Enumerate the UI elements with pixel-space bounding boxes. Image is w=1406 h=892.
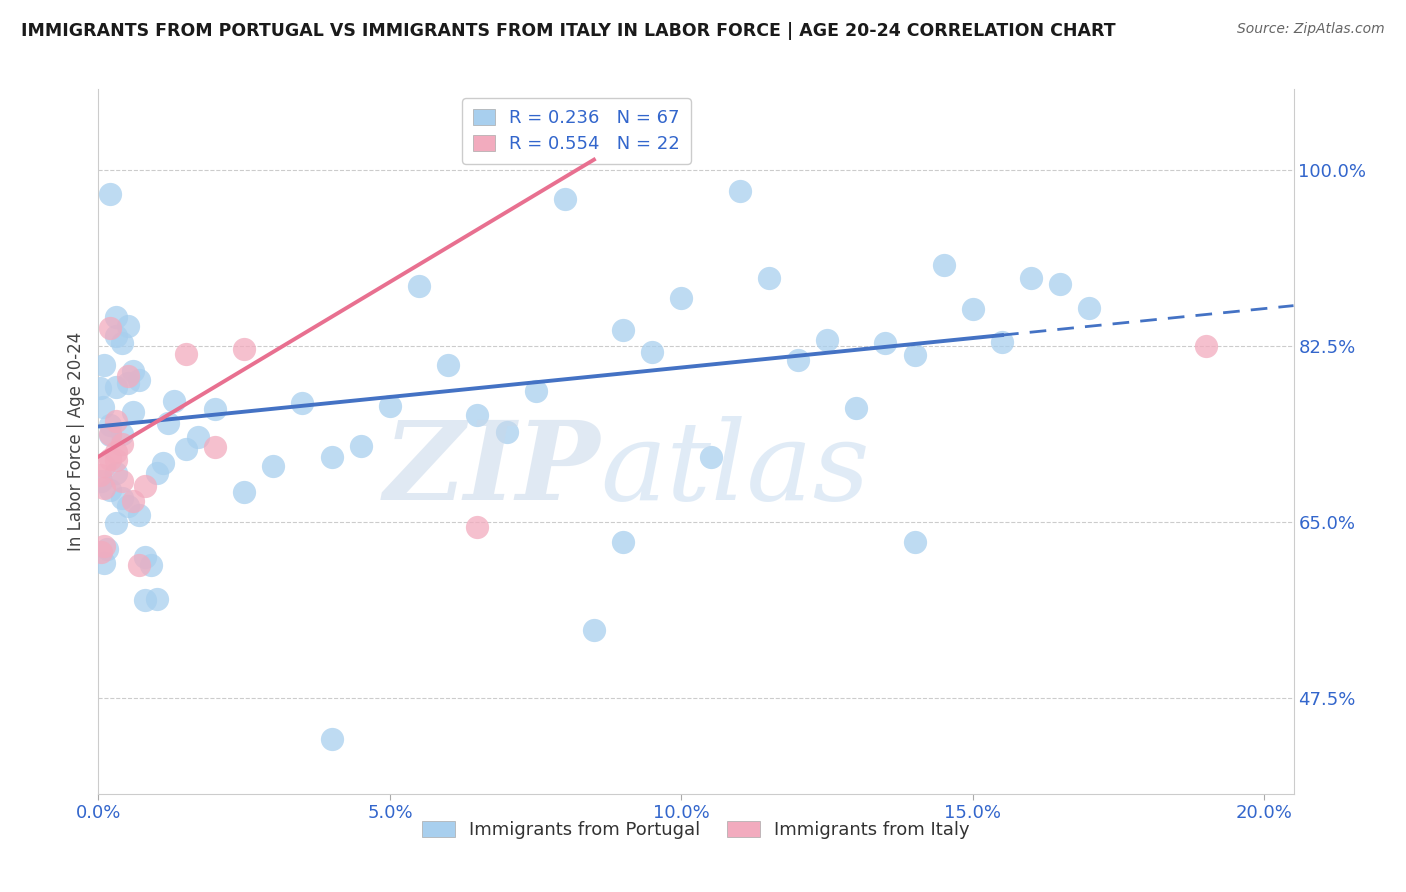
Point <box>98 417 121 432</box>
Point <box>93 459 115 474</box>
Point <box>122 364 145 378</box>
Point <box>111 474 134 488</box>
Point <box>98 321 121 335</box>
Text: atlas: atlas <box>600 416 870 524</box>
Point <box>204 440 226 454</box>
Point <box>98 483 121 498</box>
Point <box>89 381 111 395</box>
Point <box>111 436 134 450</box>
Point <box>139 558 162 573</box>
Point <box>291 396 314 410</box>
Point <box>93 358 115 372</box>
Point <box>408 279 430 293</box>
Point <box>787 352 810 367</box>
Point <box>612 323 634 337</box>
Point <box>117 369 139 384</box>
Point <box>758 271 780 285</box>
Point <box>582 623 605 637</box>
Point <box>350 439 373 453</box>
Text: IMMIGRANTS FROM PORTUGAL VS IMMIGRANTS FROM ITALY IN LABOR FORCE | AGE 20-24 COR: IMMIGRANTS FROM PORTUGAL VS IMMIGRANTS F… <box>21 22 1116 40</box>
Point <box>163 394 186 409</box>
Point <box>98 427 121 442</box>
Point <box>991 334 1014 349</box>
Point <box>122 494 145 508</box>
Point <box>467 409 489 423</box>
Point <box>117 500 139 514</box>
Point <box>145 466 167 480</box>
Point <box>875 335 897 350</box>
Point <box>467 520 489 534</box>
Point <box>104 452 127 467</box>
Point <box>437 359 460 373</box>
Point <box>671 291 693 305</box>
Point <box>91 400 114 414</box>
Point <box>104 329 127 343</box>
Point <box>962 302 984 317</box>
Point <box>728 185 751 199</box>
Point <box>699 450 721 464</box>
Point <box>612 535 634 549</box>
Point <box>104 414 127 428</box>
Point <box>93 539 115 553</box>
Point <box>104 516 127 530</box>
Point <box>204 401 226 416</box>
Point <box>111 491 134 505</box>
Point <box>932 258 955 272</box>
Point <box>128 558 150 573</box>
Text: Source: ZipAtlas.com: Source: ZipAtlas.com <box>1237 22 1385 37</box>
Point <box>1019 270 1042 285</box>
Point <box>321 731 343 746</box>
Point <box>262 459 284 474</box>
Point <box>495 425 517 440</box>
Point <box>111 426 134 441</box>
Point <box>378 399 401 413</box>
Point <box>152 456 174 470</box>
Point <box>134 593 156 607</box>
Point <box>90 474 112 488</box>
Point <box>98 451 121 466</box>
Point <box>1195 339 1218 353</box>
Point <box>134 479 156 493</box>
Point <box>98 428 121 442</box>
Point <box>128 508 150 523</box>
Point <box>117 376 139 390</box>
Point <box>233 485 256 500</box>
Point <box>98 186 121 201</box>
Point <box>117 319 139 334</box>
Point <box>815 333 838 347</box>
Point <box>89 467 111 482</box>
Point <box>145 592 167 607</box>
Point <box>174 347 197 361</box>
Point <box>903 349 925 363</box>
Point <box>233 342 256 356</box>
Y-axis label: In Labor Force | Age 20-24: In Labor Force | Age 20-24 <box>66 332 84 551</box>
Point <box>111 335 134 350</box>
Point <box>96 542 118 557</box>
Point <box>104 466 127 480</box>
Point <box>90 545 112 559</box>
Point <box>93 556 115 570</box>
Point <box>157 416 180 430</box>
Point <box>641 344 664 359</box>
Legend: Immigrants from Portugal, Immigrants from Italy: Immigrants from Portugal, Immigrants fro… <box>413 812 979 848</box>
Point <box>321 450 343 465</box>
Point <box>104 310 127 324</box>
Point <box>122 405 145 419</box>
Point <box>903 535 925 549</box>
Point <box>134 550 156 565</box>
Point <box>104 445 127 459</box>
Point <box>128 373 150 387</box>
Point <box>186 430 208 444</box>
Point <box>845 401 868 415</box>
Point <box>174 442 197 456</box>
Point <box>1078 301 1101 316</box>
Point <box>1049 277 1071 292</box>
Point <box>524 384 547 399</box>
Point <box>554 192 576 206</box>
Text: ZIP: ZIP <box>384 416 600 524</box>
Point <box>93 481 115 495</box>
Point <box>104 379 127 393</box>
